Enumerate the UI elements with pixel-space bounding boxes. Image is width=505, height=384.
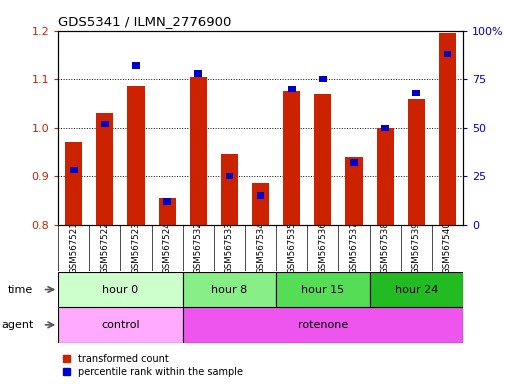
Bar: [65, 142, 82, 225]
Text: rotenone: rotenone: [297, 320, 347, 330]
Bar: [443, 51, 450, 57]
Bar: [221, 154, 237, 225]
Bar: [158, 198, 175, 225]
Text: hour 8: hour 8: [211, 285, 247, 295]
Bar: [194, 70, 202, 76]
FancyBboxPatch shape: [276, 272, 369, 307]
Text: GSM567523: GSM567523: [131, 221, 140, 274]
Text: GDS5341 / ILMN_2776900: GDS5341 / ILMN_2776900: [58, 15, 231, 28]
Bar: [438, 33, 455, 225]
Text: GSM567522: GSM567522: [100, 221, 109, 274]
Text: GSM567537: GSM567537: [349, 221, 358, 274]
Text: GSM567534: GSM567534: [256, 221, 265, 274]
Text: GSM567538: GSM567538: [380, 221, 389, 274]
Bar: [349, 159, 357, 166]
Text: agent: agent: [1, 320, 33, 330]
Text: hour 15: hour 15: [300, 285, 344, 295]
Text: hour 0: hour 0: [102, 285, 138, 295]
Text: GSM567521: GSM567521: [69, 221, 78, 274]
Bar: [376, 128, 393, 225]
Bar: [256, 192, 264, 199]
Text: GSM567524: GSM567524: [162, 221, 171, 274]
Text: hour 24: hour 24: [394, 285, 437, 295]
Bar: [96, 113, 113, 225]
Bar: [251, 184, 269, 225]
Legend: transformed count, percentile rank within the sample: transformed count, percentile rank withi…: [63, 354, 242, 377]
Text: control: control: [101, 320, 139, 330]
Text: GSM567536: GSM567536: [318, 221, 327, 274]
Bar: [412, 89, 419, 96]
Bar: [189, 77, 207, 225]
Text: GSM567535: GSM567535: [287, 221, 295, 274]
Bar: [70, 167, 77, 174]
Text: GSM567540: GSM567540: [442, 221, 451, 274]
Bar: [407, 99, 424, 225]
Bar: [283, 91, 299, 225]
Bar: [132, 63, 139, 69]
Text: time: time: [8, 285, 33, 295]
Bar: [381, 124, 388, 131]
Bar: [127, 86, 144, 225]
FancyBboxPatch shape: [369, 272, 462, 307]
Bar: [287, 86, 295, 92]
Text: GSM567539: GSM567539: [411, 221, 420, 274]
FancyBboxPatch shape: [58, 307, 182, 343]
FancyBboxPatch shape: [182, 307, 462, 343]
Bar: [101, 121, 109, 127]
Text: GSM567532: GSM567532: [193, 221, 203, 274]
Bar: [163, 198, 171, 205]
Bar: [345, 157, 362, 225]
FancyBboxPatch shape: [182, 272, 276, 307]
Bar: [225, 173, 233, 179]
Bar: [318, 76, 326, 82]
Text: GSM567533: GSM567533: [225, 221, 233, 274]
Bar: [314, 94, 331, 225]
FancyBboxPatch shape: [58, 272, 182, 307]
